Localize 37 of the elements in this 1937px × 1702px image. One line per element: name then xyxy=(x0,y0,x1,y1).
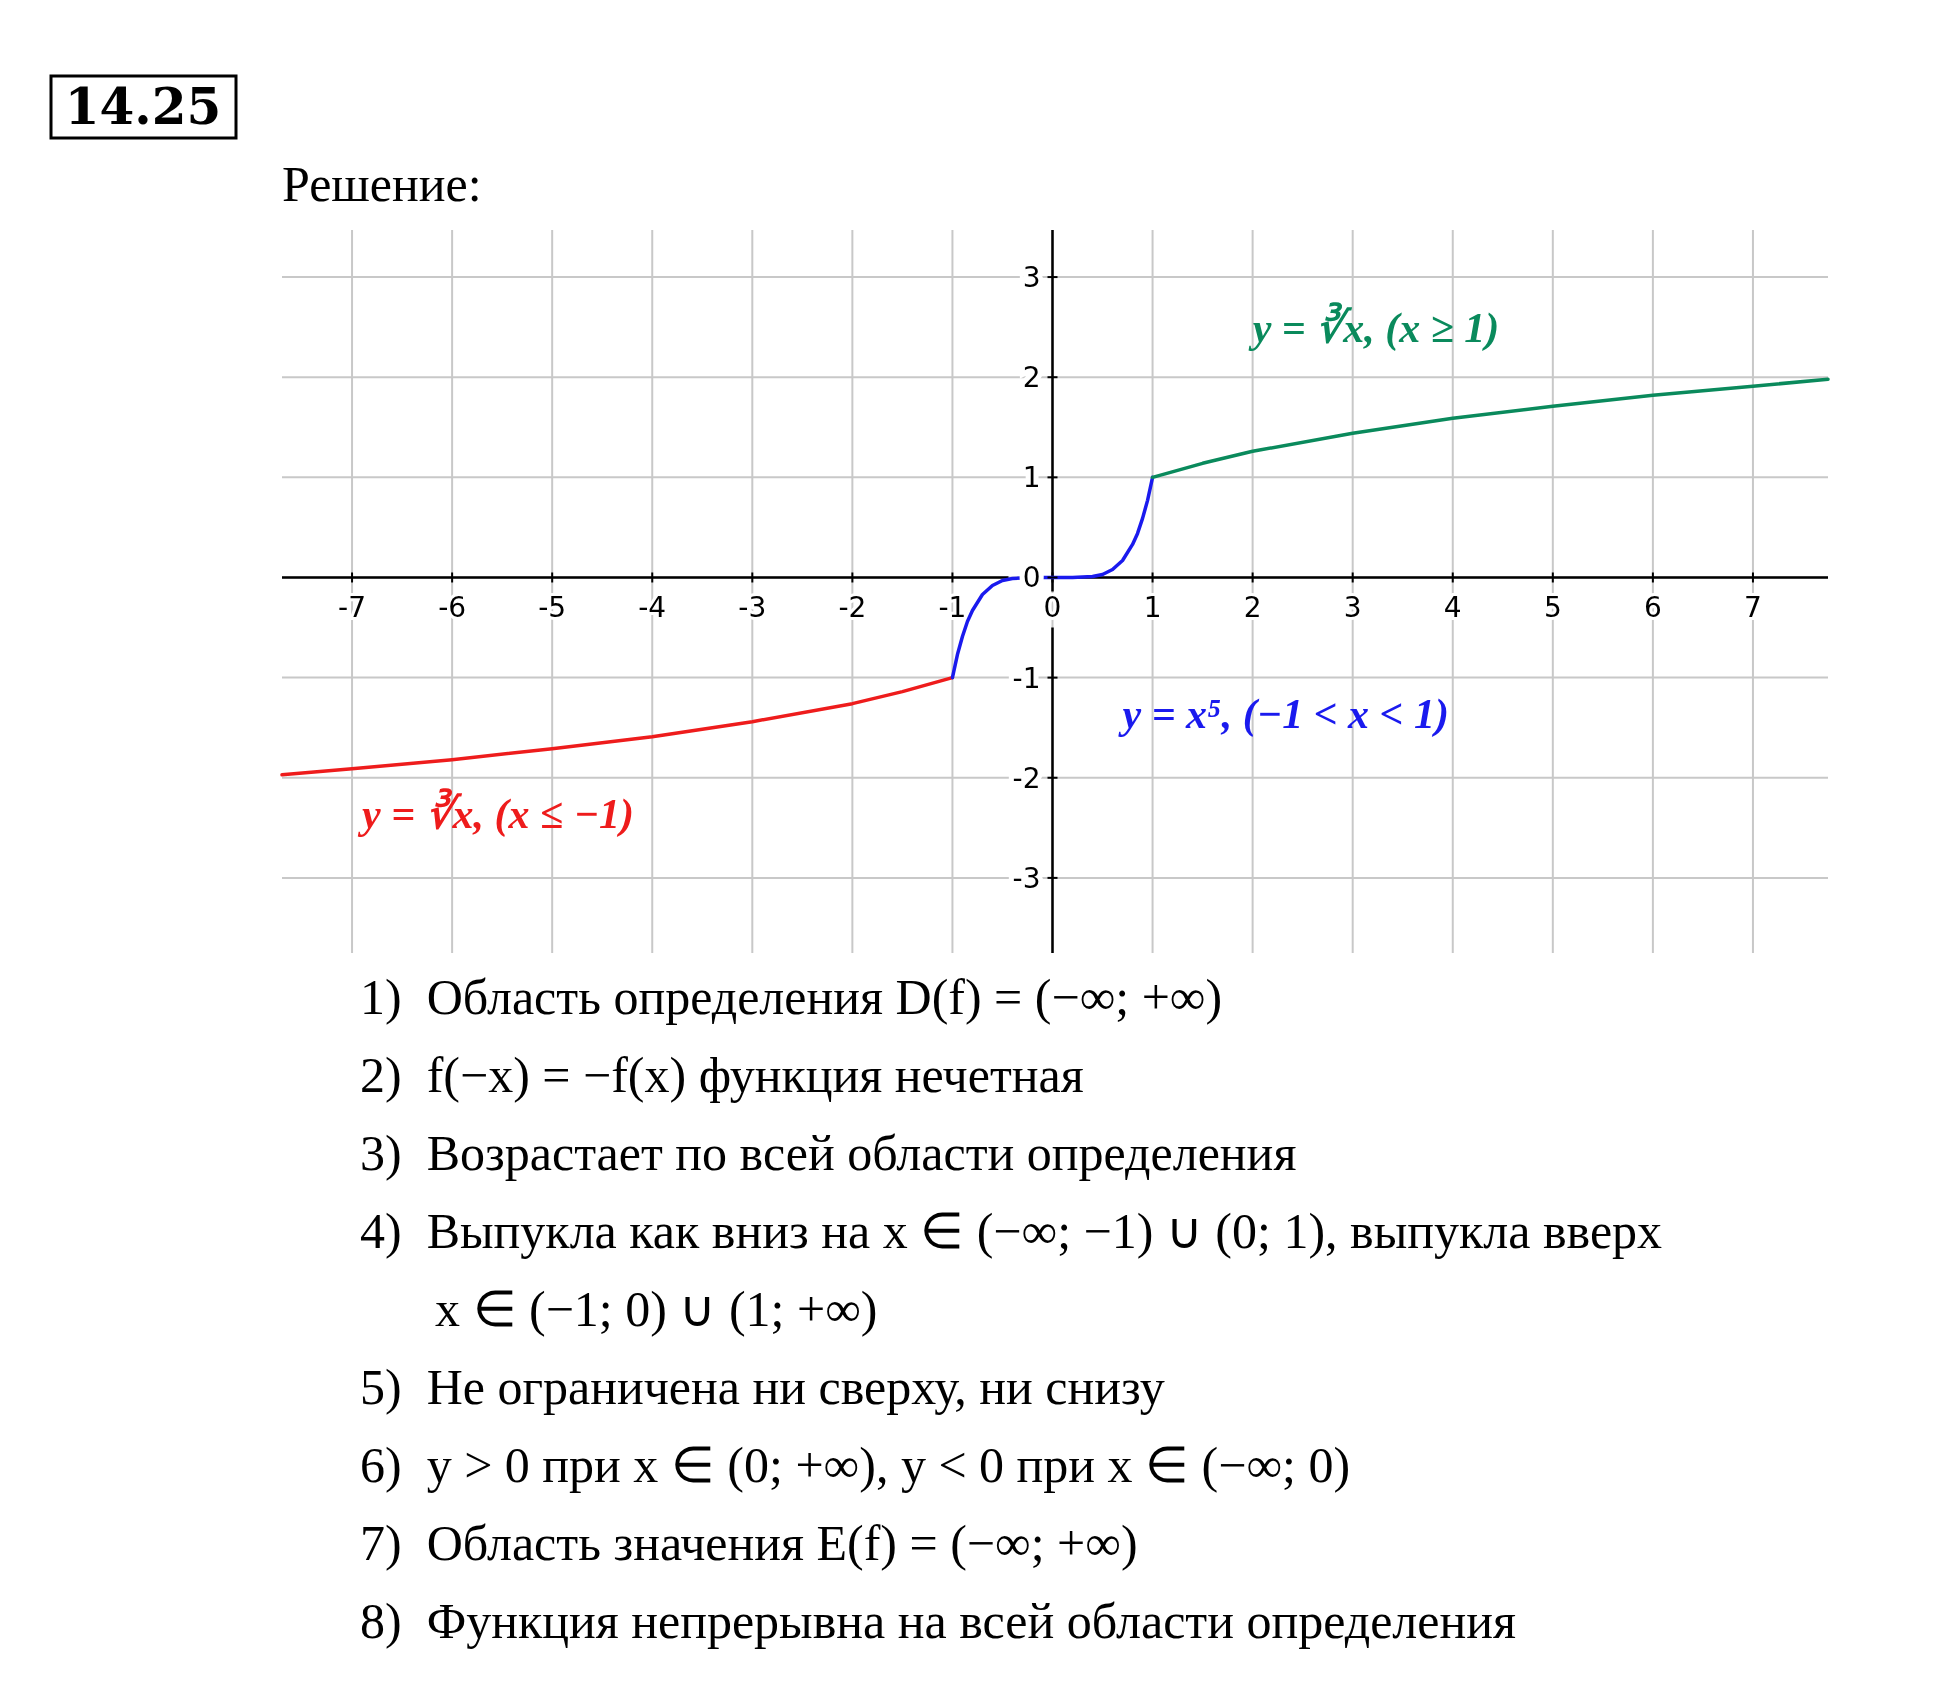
y-tick-label: 2 xyxy=(1022,361,1041,395)
x-tick-label: -3 xyxy=(738,591,767,625)
line-series xyxy=(1150,377,1830,480)
x-tick-label: 1 xyxy=(1143,591,1162,625)
text: 4) Выпукла как вниз на x ∈ (−∞; −1) ∪ (0; 1), выпукла вверх xyxy=(360,1203,1663,1259)
x-tick-label: 4 xyxy=(1443,591,1462,625)
text: 5) Не ограничена ни сверху, ни снизу xyxy=(360,1359,1165,1415)
y-tick-label: 1 xyxy=(1022,461,1041,495)
series-label: y = ∛x, (x ≤ −1) xyxy=(357,787,635,838)
x-tick-label: 3 xyxy=(1343,591,1362,625)
text: 1) Область определения D(f) = (−∞; +∞) xyxy=(360,969,1223,1025)
line-series xyxy=(280,675,955,777)
x-tick-label: 2 xyxy=(1243,591,1262,625)
x-tick-label: 5 xyxy=(1543,591,1562,625)
x-tick-label: -1 xyxy=(938,591,967,625)
text: x ∈ (−1; 0) ∪ (1; +∞) xyxy=(360,1281,878,1337)
x-tick-label: -5 xyxy=(538,591,567,625)
series-label: y = ∛x, (x ≥ 1) xyxy=(1247,302,1500,353)
text: 2) f(−x) = −f(x) функция нечетная xyxy=(360,1047,1084,1103)
text: 3) Возрастает по всей области определения xyxy=(360,1125,1297,1181)
x-tick-label: -6 xyxy=(438,591,467,625)
x-tick-label: 0 xyxy=(1043,591,1062,625)
x-tick-label: 7 xyxy=(1744,591,1762,625)
y-tick-label: -1 xyxy=(1012,661,1041,695)
x-tick-label: -2 xyxy=(838,591,867,625)
y-tick-label: -3 xyxy=(1012,861,1041,895)
text: 8) Функция непрерывна на всей области определения xyxy=(360,1593,1517,1649)
x-tick-label: 6 xyxy=(1643,591,1662,625)
chart-title: 14.25 xyxy=(64,77,222,136)
x-tick-label: -4 xyxy=(638,591,667,625)
text: y = x⁵, (−1 < x < 1) xyxy=(1117,690,1450,738)
text: 7) Область значения E(f) = (−∞; +∞) xyxy=(360,1515,1138,1571)
y-tick-label: -2 xyxy=(1012,761,1041,795)
chart-subtitle: Решение: xyxy=(282,156,482,212)
text: 6) y > 0 при x ∈ (0; +∞), y < 0 при x ∈ (−∞; 0) xyxy=(360,1437,1351,1493)
y-tick-label: 3 xyxy=(1022,261,1041,295)
x-tick-label: -7 xyxy=(338,591,367,625)
